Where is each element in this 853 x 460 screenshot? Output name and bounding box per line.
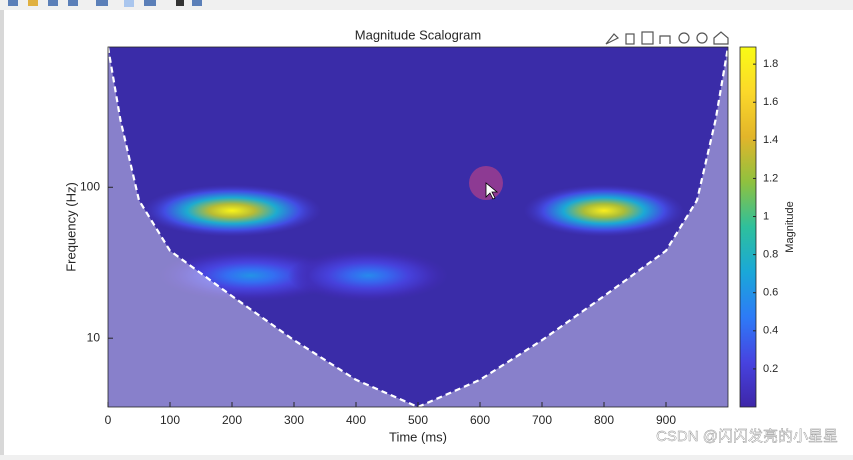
x-tick-label: 0 — [105, 413, 112, 427]
x-tick-label: 100 — [160, 413, 180, 427]
scalogram-blob — [142, 184, 322, 237]
colorbar-scale — [739, 46, 757, 408]
coi-shade — [108, 47, 728, 407]
coi-line — [106, 46, 730, 409]
x-tick-label: 700 — [532, 413, 552, 427]
y-tick-label: 10 — [87, 330, 101, 344]
toolbar — [0, 0, 853, 10]
x-tick-label: 900 — [656, 413, 676, 427]
scalogram-blob — [523, 184, 685, 237]
x-tick-label: 800 — [594, 413, 614, 427]
colorbar-tick-label: 1 — [763, 210, 769, 222]
plot-area — [106, 46, 730, 409]
window-edge — [0, 10, 4, 455]
x-tick-label: 300 — [284, 413, 304, 427]
x-tick-label: 500 — [408, 413, 428, 427]
toolbar-icons[interactable] — [8, 0, 202, 7]
colorbar-tick-label: 0.6 — [763, 287, 778, 299]
x-tick-label: 200 — [222, 413, 242, 427]
colorbar: 0.2 0.4 0.6 0.8 1 1.2 1.4 1.6 1.8 — [739, 46, 778, 408]
scalogram-blob — [287, 249, 449, 302]
x-tick-label: 600 — [470, 413, 490, 427]
colorbar-label: Magnitude — [784, 201, 796, 252]
watermark: CSDN @闪闪发亮的小星星 — [656, 428, 838, 445]
scalogram-blob — [157, 249, 344, 302]
x-axis-label: Time (ms) — [389, 429, 447, 444]
colorbar-tick-label: 1.2 — [763, 172, 778, 184]
axes-toolbar[interactable] — [605, 31, 729, 45]
colorbar-tick-label: 0.2 — [763, 363, 778, 375]
colorbar-tick-label: 1.4 — [763, 134, 778, 146]
y-axis-label: Frequency (Hz) — [63, 182, 78, 272]
colorbar-tick-label: 1.8 — [763, 58, 778, 70]
colorbar-tick-label: 1.6 — [763, 96, 778, 108]
x-tick-label: 400 — [346, 413, 366, 427]
y-tick-label: 100 — [80, 179, 100, 193]
chart-title: Magnitude Scalogram — [355, 27, 481, 42]
colorbar-tick-label: 0.8 — [763, 249, 778, 261]
colorbar-tick-label: 0.4 — [763, 325, 778, 337]
mouse-cursor — [485, 182, 499, 200]
